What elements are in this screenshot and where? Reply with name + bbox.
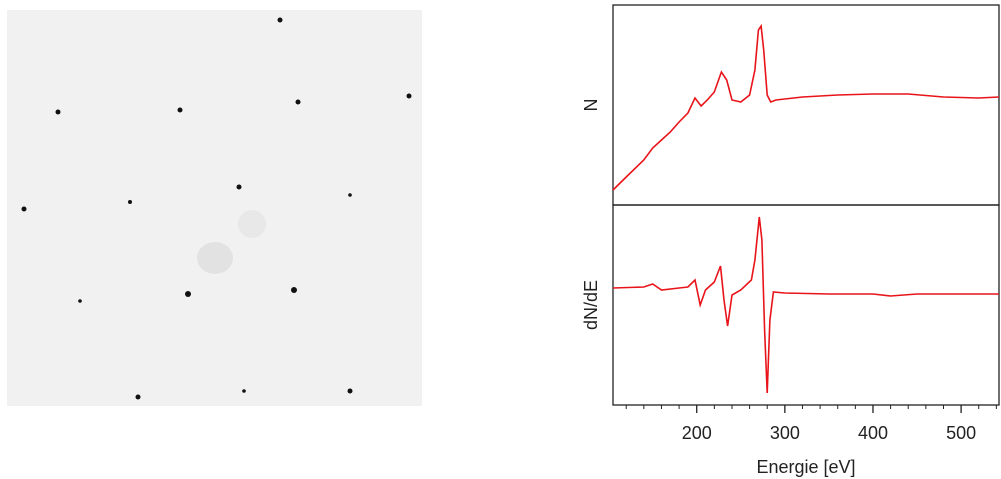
x-axis-label: Energie [eV] xyxy=(756,457,855,477)
y-axis-label: N xyxy=(581,99,601,112)
spectrum-line xyxy=(612,23,1000,191)
y-axis-label: dN/dE xyxy=(581,280,601,330)
panel-frame xyxy=(612,204,1000,406)
spectrum-line xyxy=(612,216,999,394)
x-tick-label: 400 xyxy=(858,423,888,443)
leed-pattern xyxy=(7,10,422,406)
x-tick-label: 300 xyxy=(770,423,800,443)
x-tick-label: 500 xyxy=(946,423,976,443)
x-tick-label: 200 xyxy=(682,423,712,443)
panel-frame xyxy=(612,4,1000,206)
